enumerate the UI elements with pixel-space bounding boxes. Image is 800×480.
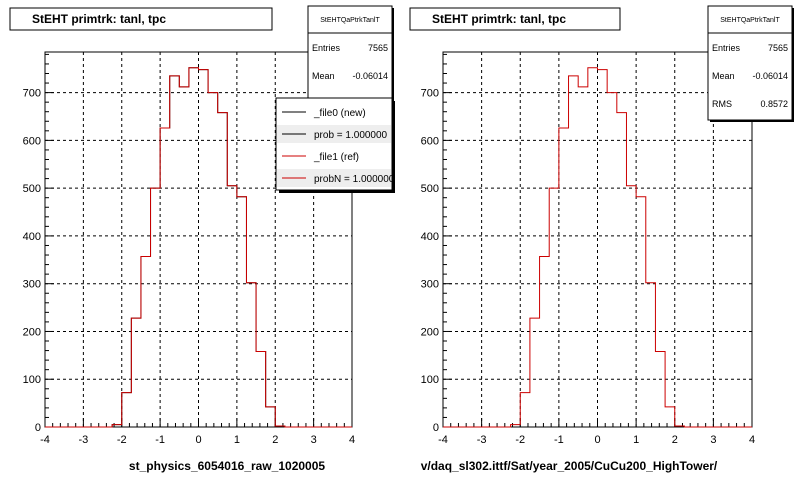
x-tick-label: -1	[155, 434, 165, 446]
x-axis-label: v/daq_sl302.ittf/Sat/year_2005/CuCu200_H…	[421, 459, 718, 473]
chart-title: StEHT primtrk: tanl, tpc	[32, 12, 166, 26]
histogram-series-2	[45, 67, 352, 428]
title-box	[409, 7, 621, 31]
x-tick-label: 1	[234, 434, 240, 446]
y-tick-label: 500	[23, 183, 41, 195]
x-tick-label: -2	[117, 434, 127, 446]
right-panel: -4 -3 -2 -1 0 1 2 3 4 0 100 200 300 400 500 600 700 StEHT…	[409, 5, 794, 473]
stats-row-value: -0.06014	[752, 71, 788, 81]
x-tick-label: 4	[349, 434, 355, 446]
x-tick-label: -1	[554, 434, 564, 446]
y-tick-label: 300	[421, 279, 439, 291]
x-tick-label: -2	[515, 434, 525, 446]
title-box	[9, 7, 273, 31]
stats-row-value: 7565	[768, 43, 788, 53]
y-tick-label: 600	[23, 135, 41, 147]
x-tick-label: 0	[195, 434, 201, 446]
x-tick-label: 0	[594, 434, 600, 446]
x-tick-label: 2	[672, 434, 678, 446]
x-tick-label: 2	[272, 434, 278, 446]
x-axis-label: st_physics_6054016_raw_1020005	[129, 459, 325, 473]
y-tick-label: 700	[421, 88, 439, 100]
stats-row-label: Entries	[312, 43, 341, 53]
left-panel: -4 -3 -2 -1 0 1 2 3 4 0 100 200 300 400 500 600 700 StEHT…	[9, 5, 395, 473]
x-tick-label: 3	[710, 434, 716, 446]
stats-box-name: StEHTQaPtrkTanlT	[720, 17, 780, 24]
legend-label: prob = 1.000000	[314, 130, 388, 141]
y-tick-label: 100	[23, 374, 41, 386]
stats-row-label: Entries	[712, 43, 741, 53]
y-tick-label: 100	[421, 374, 439, 386]
y-tick-label: 200	[421, 326, 439, 338]
legend-label: probN = 1.000000	[314, 174, 395, 185]
stats-row-label: Mean	[312, 71, 335, 81]
stats-row-label: RMS	[712, 99, 732, 109]
stats-row-value: -0.06014	[352, 71, 388, 81]
stats-row-value: 7565	[368, 43, 388, 53]
legend-row-shade	[277, 169, 391, 187]
y-tick-label: 200	[23, 326, 41, 338]
x-tick-label: 1	[633, 434, 639, 446]
x-tick-label: -3	[78, 434, 88, 446]
y-tick-label: 300	[23, 279, 41, 291]
stats-box-name: StEHTQaPtrkTanlT	[320, 17, 380, 24]
chart-title: StEHT primtrk: tanl, tpc	[432, 12, 566, 26]
x-tick-label: -3	[477, 434, 487, 446]
x-tick-label: 4	[749, 434, 755, 446]
x-tick-label: -4	[438, 434, 448, 446]
x-tick-label: -4	[40, 434, 50, 446]
y-tick-label: 600	[421, 135, 439, 147]
y-tick-label: 400	[23, 231, 41, 243]
legend-label: _file0 (new)	[313, 108, 366, 119]
legend-label: _file1 (ref)	[313, 152, 359, 163]
stats-row-label: Mean	[712, 71, 735, 81]
stats-box	[707, 5, 793, 121]
y-tick-label: 500	[421, 183, 439, 195]
y-tick-label: 700	[23, 88, 41, 100]
histogram-series-1	[443, 67, 752, 428]
y-tick-label: 0	[35, 422, 41, 434]
y-tick-label: 0	[433, 422, 439, 434]
y-tick-label: 400	[421, 231, 439, 243]
stats-row-value: 0.8572	[760, 99, 788, 109]
x-tick-label: 3	[311, 434, 317, 446]
legend-row-shade	[277, 125, 391, 143]
